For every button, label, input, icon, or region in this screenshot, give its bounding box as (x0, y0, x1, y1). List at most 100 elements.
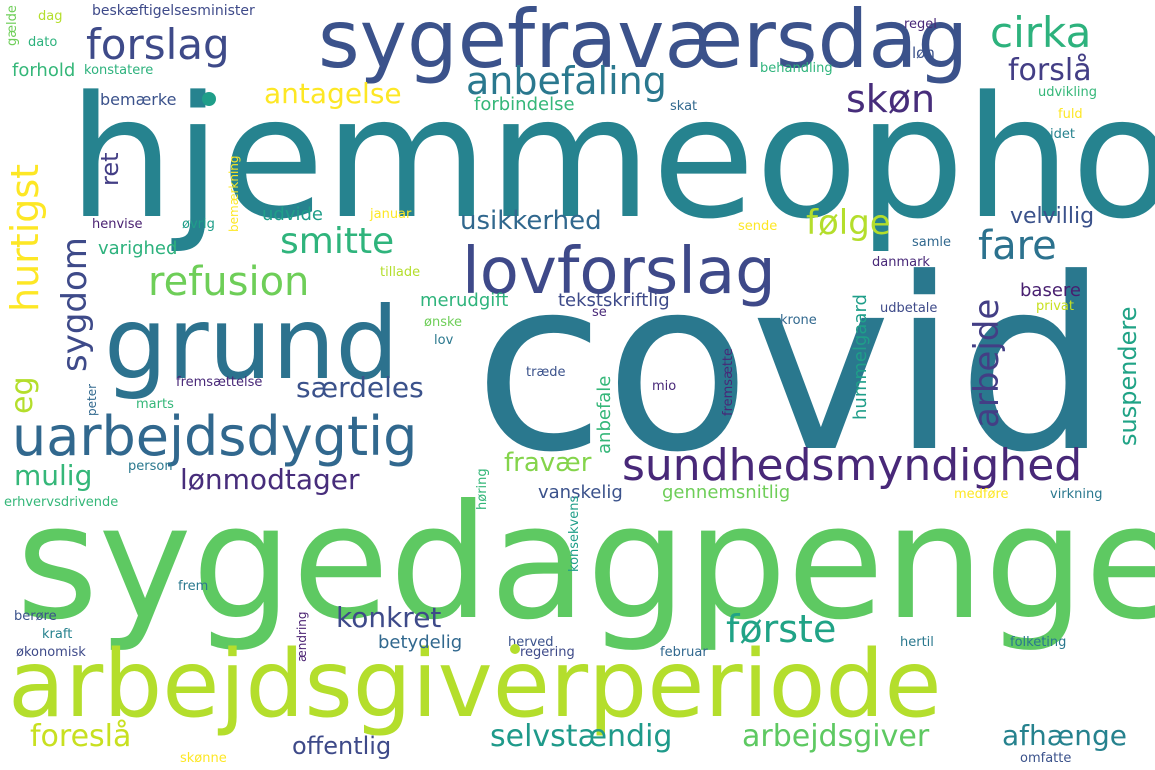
word-saerdeles: særdeles (296, 371, 424, 404)
word-gennemsnitlig: gennemsnitlig (662, 482, 791, 503)
word-sygdom: sygdom (55, 237, 95, 372)
word-lovforslag: lovforslag (462, 235, 776, 309)
word-lov: lov (434, 333, 454, 348)
word-refusion: refusion (148, 259, 310, 305)
word-medfore: medføre (954, 487, 1009, 502)
word-onske: ønske (424, 315, 463, 330)
word-fravaer: fravær (504, 448, 592, 478)
word-forbindelse: forbindelse (474, 94, 575, 115)
word-velvillig: velvillig (1010, 204, 1095, 229)
word-danmark: danmark (872, 255, 930, 270)
word-berore: berøre (14, 609, 57, 624)
word-konstatere: konstatere (84, 63, 154, 78)
word-selvstaendig: selvstændig (490, 719, 673, 754)
word-fremsaette: fremsætte (721, 347, 736, 416)
word-aendring: ændring (295, 611, 309, 663)
word-tillade: tillade (380, 265, 421, 280)
word-januar: januar (370, 207, 412, 222)
word-eg: eg (5, 376, 40, 415)
word-lon: løn (912, 44, 935, 62)
dot-mark (202, 92, 216, 106)
word-regel: regel (904, 17, 937, 32)
word-folge: følge (806, 203, 891, 243)
word-henvise: henvise (92, 217, 143, 232)
word-mulig: mulig (14, 459, 93, 492)
word-skon: skøn (846, 77, 936, 121)
word-vanskelig: vanskelig (538, 482, 623, 503)
word-betydelig: betydelig (378, 632, 463, 653)
word-covid: covid (474, 228, 1109, 505)
word-suspendere: suspendere (1114, 306, 1142, 446)
word-regering: regering (520, 645, 575, 660)
word-afhaenge: afhænge (1002, 719, 1128, 752)
word-forsla: forslå (1008, 53, 1092, 88)
word-horing: høring (475, 468, 490, 510)
word-okonomisk: økonomisk (16, 645, 86, 660)
word-usikkerhed: usikkerhed (460, 206, 602, 236)
word-februar: februar (660, 645, 708, 660)
word-bemaerkning: bemærkning (227, 155, 241, 232)
word-hertil: hertil (900, 635, 934, 650)
word-fuld: fuld (1058, 107, 1083, 122)
word-ret: ret (96, 152, 124, 186)
word-mio: mio (652, 379, 677, 394)
word-samle: samle (912, 235, 952, 250)
word-sundhedsmyndighed: sundhedsmyndighed (622, 440, 1083, 491)
word-idet: idet (1050, 127, 1075, 142)
word-konsekvens: konsekvens (567, 495, 582, 572)
word-frem: frem (178, 579, 209, 594)
word-krone: krone (780, 313, 817, 328)
word-offentlig: offentlig (292, 732, 392, 760)
word-virkning: virkning (1050, 487, 1103, 502)
word-skat: skat (670, 99, 698, 114)
word-varighed: varighed (98, 238, 178, 259)
word-sygefravaersdag: sygefraværsdag (318, 0, 969, 86)
word-anbefale: anbefale (594, 375, 615, 454)
word-forhold: forhold (12, 60, 76, 81)
word-hummelgaard: hummelgaard (850, 294, 871, 420)
word-traede: træde (526, 365, 566, 380)
word-forslag: forslag (86, 20, 230, 69)
word-privat: privat (1036, 299, 1074, 314)
word-fremsaettelse: fremsættelse (176, 375, 263, 390)
word-dag: dag (38, 9, 63, 24)
word-udvide: udvide (262, 204, 323, 225)
word-antagelse: antagelse (264, 77, 402, 110)
word-tekstskriftlig: tekstskriftlig (558, 290, 670, 311)
word-behandling: behandling (760, 61, 833, 76)
word-galde: gælde (5, 5, 20, 46)
word-bemaerke: bemærke (100, 90, 177, 109)
word-udbetale: udbetale (880, 301, 938, 316)
word-basere: basere (1020, 280, 1081, 301)
word-skonne: skønne (180, 751, 227, 766)
word-sende: sende (738, 219, 778, 234)
word-se: se (592, 305, 607, 320)
word-person: person (128, 459, 173, 474)
word-folketing: folketing (1010, 635, 1067, 650)
word-udvikling: udvikling (1038, 85, 1098, 100)
word-marts: marts (136, 397, 174, 412)
word-hjemmeophold: hjemmeophold (68, 60, 1155, 256)
word-merudgift: merudgift (420, 290, 509, 311)
word-hurtigst: hurtigst (3, 163, 47, 312)
word-sygedagpenge: sygedagpenge (16, 471, 1155, 655)
word-dato: dato (28, 35, 58, 50)
word-erhvervsdrivende: erhvervsdrivende (4, 495, 119, 510)
dot-mark (510, 644, 520, 654)
word-arbejde: arbejde (967, 298, 1007, 428)
word-fare: fare (978, 223, 1057, 269)
word-anbefaling: anbefaling (466, 59, 667, 103)
word-arbejdsgiver: arbejdsgiver (742, 719, 930, 754)
word-cirka: cirka (990, 8, 1092, 57)
word-ovrig: øvrig (182, 217, 215, 232)
word-beskaeftigelsesminister: beskæftigelsesminister (92, 3, 255, 19)
word-kraft: kraft (42, 627, 73, 642)
word-konkret: konkret (336, 601, 442, 634)
word-uarbejdsdygtig: uarbejdsdygtig (12, 405, 418, 468)
word-arbejdsgiverperiode: arbejdsgiverperiode (8, 630, 942, 738)
word-smitte: smitte (280, 221, 395, 262)
word-lonmodtager: lønmodtager (180, 463, 360, 496)
word-forste: første (726, 607, 837, 651)
word-foresla: foreslå (30, 719, 132, 754)
word-omfatte: omfatte (1020, 751, 1072, 766)
